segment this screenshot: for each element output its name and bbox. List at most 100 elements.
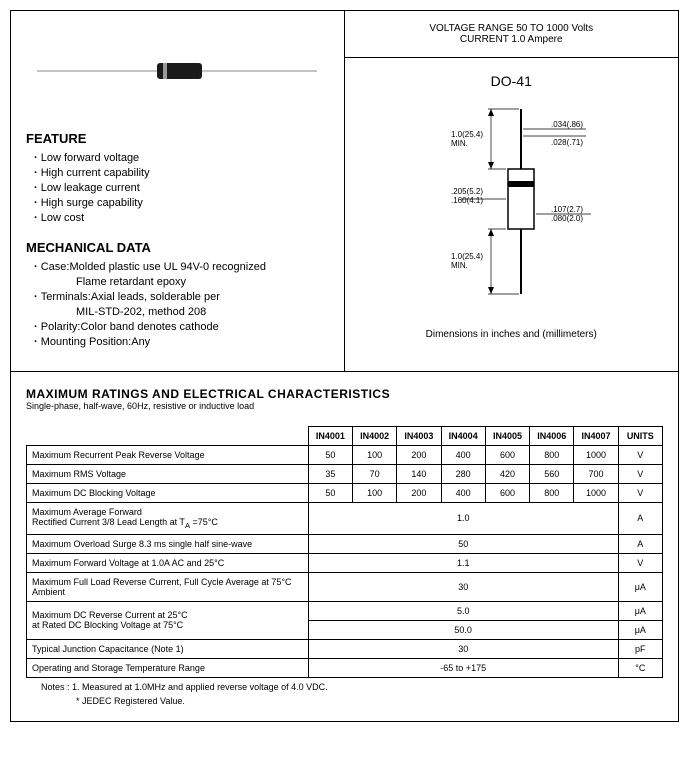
dim-lead-len: 1.0(25.4) (451, 130, 483, 139)
feature-heading: FEATURE (26, 131, 329, 146)
dim-body-dia2: .160(4.1) (451, 196, 483, 205)
unit-cell: μA μA (618, 601, 662, 639)
val-cell: 1000 (574, 484, 618, 503)
val-cell: 35 (308, 465, 352, 484)
mech-item: Terminals:Axial leads, solderable per (34, 291, 329, 303)
ratings-section: MAXIMUM RATINGS AND ELECTRICAL CHARACTER… (11, 372, 678, 721)
dim-lead-dia1: .034(.86) (551, 120, 583, 129)
notes-line2: * JEDEC Registered Value. (26, 692, 663, 706)
col-header: IN4001 (308, 427, 352, 446)
dim-body-len1: .107(2.7) (551, 205, 583, 214)
unit-cell: μA (618, 572, 662, 601)
val-cell: 560 (530, 465, 574, 484)
table-row: Maximum Full Load Reverse Current, Full … (27, 572, 663, 601)
val-cell: 1000 (574, 446, 618, 465)
col-header: UNITS (618, 427, 662, 446)
unit-cell: V (618, 465, 662, 484)
col-header: IN4005 (485, 427, 529, 446)
val-cell: 1.1 (308, 553, 618, 572)
dim-lead-dia2: .028(.71) (551, 138, 583, 147)
val-cell: 5.0 50.0 (308, 601, 618, 639)
table-row: Maximum Recurrent Peak Reverse Voltage50… (27, 446, 663, 465)
param-cell: Maximum Recurrent Peak Reverse Voltage (27, 446, 309, 465)
val-cell: 100 (353, 446, 397, 465)
mech-sub: Flame retardant epoxy (26, 276, 329, 288)
feature-list: Low forward voltage High current capabil… (26, 152, 329, 224)
col-header: IN4007 (574, 427, 618, 446)
dim-lead-min2: MIN. (451, 261, 468, 270)
dim-lead-min: MIN. (451, 139, 468, 148)
table-header-row: IN4001 IN4002 IN4003 IN4004 IN4005 IN400… (27, 427, 663, 446)
component-image (26, 41, 329, 101)
ratings-subtitle: Single-phase, half-wave, 60Hz, resistive… (26, 401, 663, 411)
param-cell: Maximum DC Blocking Voltage (27, 484, 309, 503)
datasheet-page: FEATURE Low forward voltage High current… (10, 10, 679, 722)
val-cell: 1.0 (308, 503, 618, 535)
param-cell: Maximum RMS Voltage (27, 465, 309, 484)
val-cell: 700 (574, 465, 618, 484)
val-cell: 280 (441, 465, 485, 484)
val-cell: 800 (530, 446, 574, 465)
feature-item: High surge capability (34, 197, 329, 209)
val-cell: 50 (308, 484, 352, 503)
param-cell: Maximum DC Reverse Current at 25°C at Ra… (27, 601, 309, 639)
dimension-caption: Dimensions in inches and (millimeters) (355, 329, 669, 340)
header-line2: CURRENT 1.0 Ampere (350, 34, 674, 45)
val-cell: 400 (441, 446, 485, 465)
mechanical-list: Terminals:Axial leads, solderable per (26, 291, 329, 303)
val-cell: 600 (485, 446, 529, 465)
val-cell: 70 (353, 465, 397, 484)
table-row: Operating and Storage Temperature Range-… (27, 658, 663, 677)
unit-cell: A (618, 534, 662, 553)
dim-body-dia1: .205(5.2) (451, 187, 483, 196)
mech-item: Case:Molded plastic use UL 94V-0 recogni… (34, 261, 329, 273)
val-cell: 100 (353, 484, 397, 503)
table-row: Typical Junction Capacitance (Note 1)30p… (27, 639, 663, 658)
val-cell: 800 (530, 484, 574, 503)
val-cell: 50 (308, 534, 618, 553)
ratings-title: MAXIMUM RATINGS AND ELECTRICAL CHARACTER… (26, 387, 663, 401)
header-line1: VOLTAGE RANGE 50 TO 1000 Volts (350, 23, 674, 34)
param-cell: Typical Junction Capacitance (Note 1) (27, 639, 309, 658)
feature-item: Low leakage current (34, 182, 329, 194)
val-cell: -65 to +175 (308, 658, 618, 677)
mech-item: Polarity:Color band denotes cathode (34, 321, 329, 333)
col-header: IN4004 (441, 427, 485, 446)
unit-cell: V (618, 553, 662, 572)
val-cell: 50 (308, 446, 352, 465)
val-cell: 400 (441, 484, 485, 503)
mechanical-heading: MECHANICAL DATA (26, 240, 329, 255)
top-row: FEATURE Low forward voltage High current… (11, 11, 678, 372)
unit-cell: A (618, 503, 662, 535)
col-header: IN4006 (530, 427, 574, 446)
unit-cell: pF (618, 639, 662, 658)
voltage-header: VOLTAGE RANGE 50 TO 1000 Volts CURRENT 1… (345, 11, 679, 58)
do41-diagram: 1.0(25.4) MIN. .034(.86) .028(.71) .205(… (391, 99, 631, 309)
unit-cell: V (618, 446, 662, 465)
val-cell: 30 (308, 639, 618, 658)
mech-item: Mounting Position:Any (34, 336, 329, 348)
mechanical-list: Case:Molded plastic use UL 94V-0 recogni… (26, 261, 329, 273)
mechanical-list: Polarity:Color band denotes cathode Moun… (26, 321, 329, 348)
param-cell: Operating and Storage Temperature Range (27, 658, 309, 677)
val-cell: 140 (397, 465, 441, 484)
col-header: IN4003 (397, 427, 441, 446)
feature-item: Low forward voltage (34, 152, 329, 164)
col-header: IN4002 (353, 427, 397, 446)
val-cell: 600 (485, 484, 529, 503)
dim-body-len2: .080(2.0) (551, 214, 583, 223)
val-cell: 200 (397, 484, 441, 503)
feature-item: Low cost (34, 212, 329, 224)
ratings-table: IN4001 IN4002 IN4003 IN4004 IN4005 IN400… (26, 426, 663, 678)
table-row: Maximum Overload Surge 8.3 ms single hal… (27, 534, 663, 553)
table-row: Maximum RMS Voltage3570140280420560700V (27, 465, 663, 484)
param-cell: Maximum Forward Voltage at 1.0A AC and 2… (27, 553, 309, 572)
feature-item: High current capability (34, 167, 329, 179)
param-cell: Maximum Full Load Reverse Current, Full … (27, 572, 309, 601)
unit-cell: V (618, 484, 662, 503)
param-cell: Maximum Overload Surge 8.3 ms single hal… (27, 534, 309, 553)
package-title: DO-41 (355, 73, 669, 89)
val-cell: 420 (485, 465, 529, 484)
unit-cell: °C (618, 658, 662, 677)
package-drawing: DO-41 1.0(25.4) MIN. (345, 58, 679, 350)
